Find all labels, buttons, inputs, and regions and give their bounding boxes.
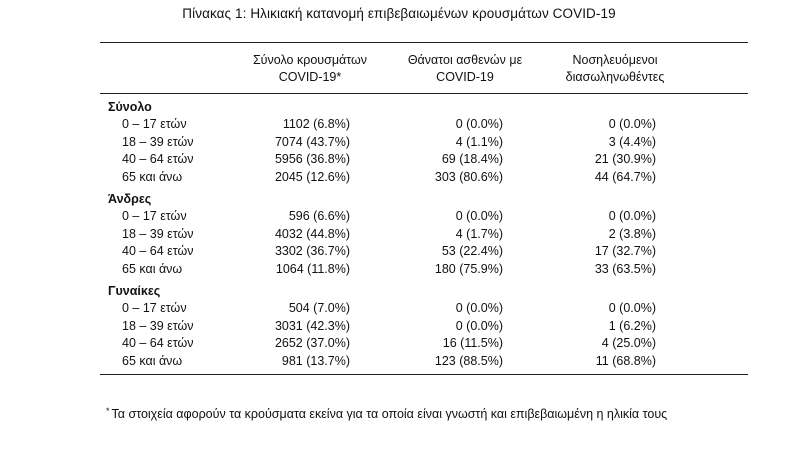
- table-row: 65 και άνω 981 (13.7%) 123 (88.5%) 11 (68.8…: [100, 353, 748, 371]
- header-total-cases: Σύνολο κρουσμάτων COVID-19*: [252, 53, 368, 84]
- table-row: 18 – 39 ετών 7074 (43.7%) 4 (1.1%) 3 (4.4%): [100, 134, 748, 152]
- group-label: Άνδρες: [108, 192, 152, 206]
- intubated-cell: 11 (68.8%): [595, 353, 656, 368]
- age-group-cell: 18 – 39 ετών: [122, 226, 194, 241]
- cases-cell: 1102 (6.8%): [282, 117, 350, 131]
- age-group-cell: 0 – 17 ετών: [122, 301, 187, 315]
- table-row: 65 και άνω 2045 (12.6%) 303 (80.6%) 44 (64.…: [100, 169, 748, 187]
- cases-cell: 981 (13.7%): [281, 353, 350, 368]
- deaths-cell: 4 (1.7%): [455, 226, 503, 241]
- header-deaths: Θάνατοι ασθενών με COVID-19: [407, 53, 523, 84]
- age-group-cell: 0 – 17 ετών: [122, 209, 187, 223]
- table-title: Πίνακας 1: Ηλικιακή κατανομή επιβεβαιωμέ…: [182, 6, 616, 21]
- cases-cell: 7074 (43.7%): [274, 134, 350, 149]
- cases-cell: 504 (7.0%): [288, 301, 350, 315]
- cases-cell: 2652 (37.0%): [274, 336, 350, 350]
- table-row: 0 – 17 ετών 1102 (6.8%) 0 (0.0%) 0 (0.0%): [100, 116, 748, 134]
- intubated-cell: 1 (6.2%): [608, 318, 656, 333]
- intubated-cell: 0 (0.0%): [608, 117, 656, 131]
- deaths-cell: 69 (18.4%): [441, 152, 503, 166]
- cases-cell: 596 (6.6%): [288, 209, 350, 223]
- age-group-cell: 18 – 39 ετών: [122, 134, 194, 149]
- intubated-cell: 44 (64.7%): [594, 169, 656, 184]
- age-group-cell: 40 – 64 ετών: [122, 336, 194, 350]
- cases-cell: 5956 (36.8%): [274, 152, 350, 166]
- cases-cell: 1064 (11.8%): [275, 261, 350, 276]
- table-row: 18 – 39 ετών 3031 (42.3%) 0 (0.0%) 1 (6.2%): [100, 318, 748, 336]
- cases-cell: 4032 (44.8%): [274, 226, 350, 241]
- table-bottom-rule: [100, 374, 748, 375]
- age-group-cell: 0 – 17 ετών: [122, 117, 187, 131]
- cases-cell: 3031 (42.3%): [274, 318, 350, 333]
- deaths-cell: 4 (1.1%): [455, 134, 503, 149]
- deaths-cell: 0 (0.0%): [455, 318, 503, 333]
- deaths-cell: 0 (0.0%): [455, 301, 503, 315]
- deaths-cell: 303 (80.6%): [434, 169, 503, 184]
- footnote-text: Τα στοιχεία αφορούν τα κρούσματα εκείνα …: [111, 407, 668, 421]
- table-row: 65 και άνω 1064 (11.8%) 180 (75.9%) 33 (63.…: [100, 261, 748, 279]
- age-group-cell: 65 και άνω: [122, 353, 183, 368]
- table-body: Σύνολο 0 – 17 ετών 1102 (6.8%) 0 (0.0%) 0 (0…: [100, 98, 748, 370]
- table-row: 18 – 39 ετών 4032 (44.8%) 4 (1.7%) 2 (3.8%): [100, 226, 748, 244]
- footnote-marker: *: [106, 406, 110, 416]
- age-group-cell: 18 – 39 ετών: [122, 318, 194, 333]
- footnote: * Τα στοιχεία αφορούν τα κρούσματα εκείνα…: [106, 406, 667, 421]
- table-top-rule: [100, 42, 748, 43]
- deaths-cell: 180 (75.9%): [434, 261, 503, 276]
- deaths-cell: 0 (0.0%): [455, 209, 503, 223]
- intubated-cell: 21 (30.9%): [594, 152, 656, 166]
- intubated-cell: 33 (63.5%): [594, 261, 656, 276]
- age-distribution-table: Σύνολο κρουσμάτων COVID-19* Θάνατοι ασθε…: [100, 42, 748, 375]
- deaths-cell: 123 (88.5%): [434, 353, 503, 368]
- table-header: Σύνολο κρουσμάτων COVID-19* Θάνατοι ασθε…: [100, 43, 748, 93]
- table-header-rule: [100, 93, 748, 94]
- age-group-cell: 40 – 64 ετών: [122, 152, 194, 166]
- group-label: Γυναίκες: [108, 284, 161, 298]
- age-group-cell: 65 και άνω: [122, 261, 183, 276]
- cases-cell: 3302 (36.7%): [274, 244, 350, 258]
- age-group-cell: 65 και άνω: [122, 169, 183, 184]
- deaths-cell: 0 (0.0%): [455, 117, 503, 131]
- group-label: Σύνολο: [108, 100, 152, 114]
- deaths-cell: 16 (11.5%): [442, 336, 503, 350]
- intubated-cell: 2 (3.8%): [608, 226, 656, 241]
- table-row: 40 – 64 ετών 5956 (36.8%) 69 (18.4%) 21 (30…: [100, 151, 748, 169]
- table-row: 0 – 17 ετών 504 (7.0%) 0 (0.0%) 0 (0.0%): [100, 300, 748, 318]
- table-row: 40 – 64 ετών 3302 (36.7%) 53 (22.4%) 17 (32…: [100, 243, 748, 261]
- intubated-cell: 17 (32.7%): [594, 244, 656, 258]
- deaths-cell: 53 (22.4%): [441, 244, 503, 258]
- age-group-cell: 40 – 64 ετών: [122, 244, 194, 258]
- intubated-cell: 0 (0.0%): [608, 209, 656, 223]
- header-intubated: Νοσηλευόμενοι διασωληνωθέντες: [565, 53, 665, 84]
- intubated-cell: 4 (25.0%): [601, 336, 656, 350]
- intubated-cell: 3 (4.4%): [608, 134, 656, 149]
- table-row: 40 – 64 ετών 2652 (37.0%) 16 (11.5%) 4 (25.…: [100, 335, 748, 353]
- cases-cell: 2045 (12.6%): [274, 169, 350, 184]
- intubated-cell: 0 (0.0%): [608, 301, 656, 315]
- table-row: 0 – 17 ετών 596 (6.6%) 0 (0.0%) 0 (0.0%): [100, 208, 748, 226]
